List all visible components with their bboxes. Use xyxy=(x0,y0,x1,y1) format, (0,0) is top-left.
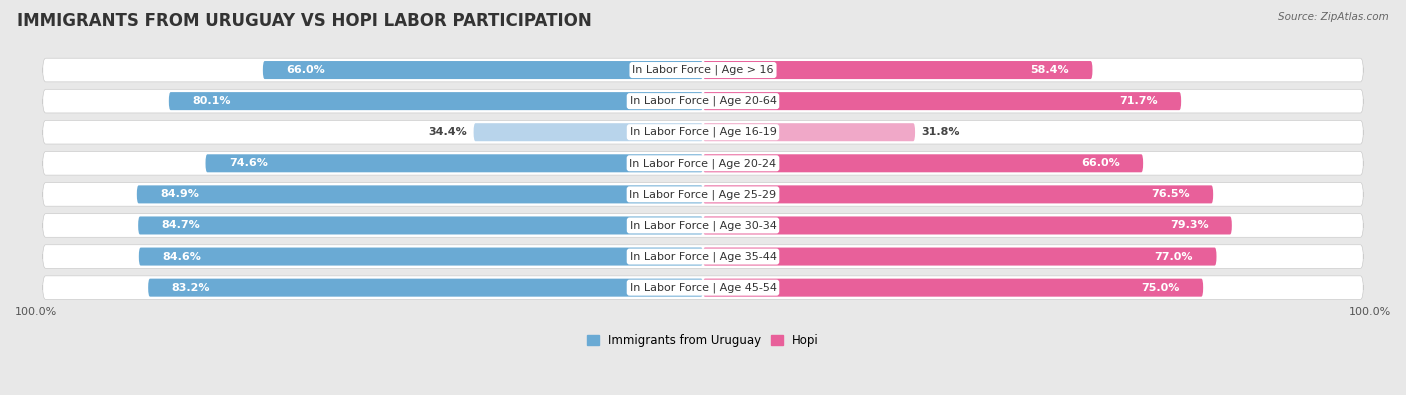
Text: In Labor Force | Age 20-64: In Labor Force | Age 20-64 xyxy=(630,96,776,106)
FancyBboxPatch shape xyxy=(139,248,703,265)
Text: 77.0%: 77.0% xyxy=(1154,252,1194,261)
Text: 66.0%: 66.0% xyxy=(1081,158,1119,168)
Text: 66.0%: 66.0% xyxy=(287,65,325,75)
FancyBboxPatch shape xyxy=(703,123,915,141)
FancyBboxPatch shape xyxy=(703,278,1204,297)
FancyBboxPatch shape xyxy=(42,245,1364,268)
Text: In Labor Force | Age 45-54: In Labor Force | Age 45-54 xyxy=(630,282,776,293)
Text: In Labor Force | Age 20-24: In Labor Force | Age 20-24 xyxy=(630,158,776,169)
FancyBboxPatch shape xyxy=(148,278,703,297)
Text: In Labor Force | Age 35-44: In Labor Force | Age 35-44 xyxy=(630,251,776,262)
Text: 79.3%: 79.3% xyxy=(1170,220,1209,230)
FancyBboxPatch shape xyxy=(703,185,1213,203)
FancyBboxPatch shape xyxy=(42,58,1364,82)
Text: 31.8%: 31.8% xyxy=(922,127,960,137)
Text: In Labor Force | Age 25-29: In Labor Force | Age 25-29 xyxy=(630,189,776,199)
Text: 74.6%: 74.6% xyxy=(229,158,267,168)
FancyBboxPatch shape xyxy=(474,123,703,141)
Text: Source: ZipAtlas.com: Source: ZipAtlas.com xyxy=(1278,12,1389,22)
Text: 58.4%: 58.4% xyxy=(1031,65,1069,75)
Text: In Labor Force | Age 16-19: In Labor Force | Age 16-19 xyxy=(630,127,776,137)
FancyBboxPatch shape xyxy=(42,152,1364,175)
FancyBboxPatch shape xyxy=(263,61,703,79)
Text: 76.5%: 76.5% xyxy=(1152,189,1189,199)
FancyBboxPatch shape xyxy=(205,154,703,172)
FancyBboxPatch shape xyxy=(42,120,1364,144)
Text: 80.1%: 80.1% xyxy=(193,96,231,106)
FancyBboxPatch shape xyxy=(703,216,1232,235)
FancyBboxPatch shape xyxy=(703,248,1216,265)
FancyBboxPatch shape xyxy=(42,89,1364,113)
FancyBboxPatch shape xyxy=(42,214,1364,237)
Text: In Labor Force | Age 30-34: In Labor Force | Age 30-34 xyxy=(630,220,776,231)
Text: 75.0%: 75.0% xyxy=(1142,283,1180,293)
Text: 84.6%: 84.6% xyxy=(162,252,201,261)
FancyBboxPatch shape xyxy=(703,92,1181,110)
FancyBboxPatch shape xyxy=(169,92,703,110)
Text: IMMIGRANTS FROM URUGUAY VS HOPI LABOR PARTICIPATION: IMMIGRANTS FROM URUGUAY VS HOPI LABOR PA… xyxy=(17,12,592,30)
FancyBboxPatch shape xyxy=(703,61,1092,79)
FancyBboxPatch shape xyxy=(42,182,1364,206)
FancyBboxPatch shape xyxy=(136,185,703,203)
Text: 84.7%: 84.7% xyxy=(162,220,200,230)
Text: 83.2%: 83.2% xyxy=(172,283,209,293)
FancyBboxPatch shape xyxy=(703,154,1143,172)
Text: 84.9%: 84.9% xyxy=(160,189,200,199)
Legend: Immigrants from Uruguay, Hopi: Immigrants from Uruguay, Hopi xyxy=(582,329,824,352)
FancyBboxPatch shape xyxy=(138,216,703,235)
Text: 71.7%: 71.7% xyxy=(1119,96,1157,106)
Text: 34.4%: 34.4% xyxy=(429,127,467,137)
Text: In Labor Force | Age > 16: In Labor Force | Age > 16 xyxy=(633,65,773,75)
FancyBboxPatch shape xyxy=(42,276,1364,299)
